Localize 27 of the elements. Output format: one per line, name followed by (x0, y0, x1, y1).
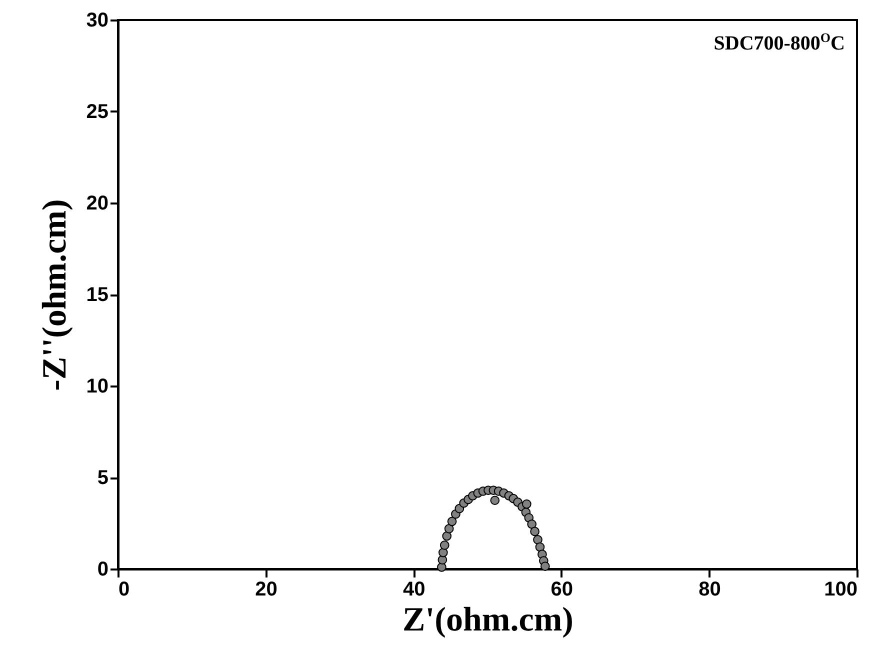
point (540, 562, 550, 571)
y-tick-label: 0 (97, 558, 108, 580)
x-axis-title: Z'(ohm.cm) (402, 602, 574, 638)
point (535, 542, 545, 552)
x-tick-label: 100 (824, 578, 858, 600)
y-tick-label: 25 (86, 101, 108, 123)
y-tick-label: 15 (86, 284, 108, 306)
x-tick-label: 0 (118, 578, 130, 600)
y-tick-label: 30 (86, 10, 108, 32)
point (447, 516, 457, 526)
point (444, 524, 454, 534)
y-tick-label: 10 (86, 376, 108, 398)
x-tick-label: 20 (255, 578, 278, 600)
x-tick-label: 80 (698, 578, 721, 600)
point (440, 540, 450, 550)
point (490, 496, 500, 506)
y-axis-title: -Z''(ohm.cm) (36, 199, 74, 391)
y-tick-label: 5 (97, 467, 108, 489)
point (530, 526, 540, 536)
point (527, 519, 537, 529)
point (442, 531, 452, 541)
annotation: SDC700-800$^{O}$C (714, 30, 845, 56)
y-tick-label: 20 (86, 192, 108, 214)
x-tick-label: 40 (402, 578, 426, 600)
point (533, 535, 542, 544)
x-tick-label: 60 (550, 578, 574, 600)
point (522, 499, 532, 509)
